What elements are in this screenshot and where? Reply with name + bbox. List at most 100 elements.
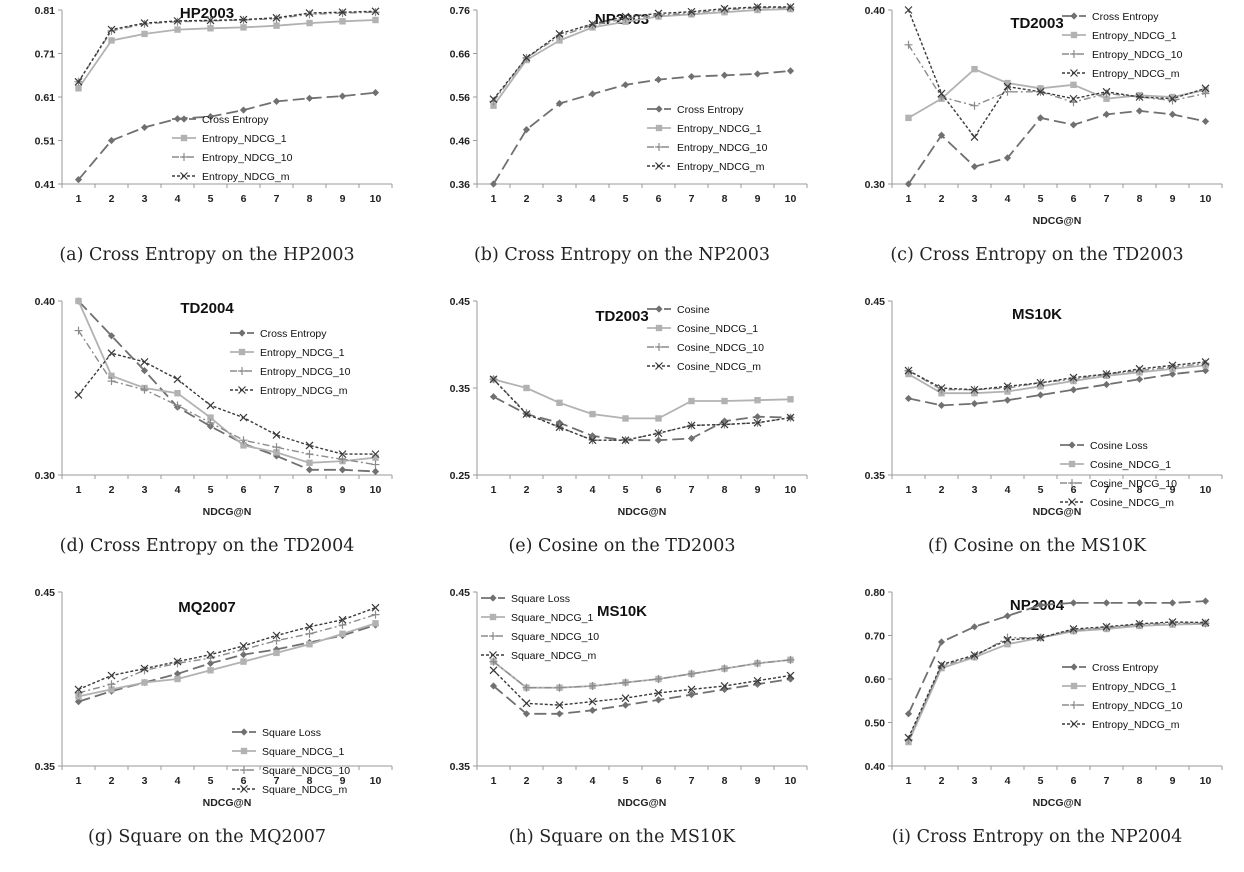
data-point [1069,121,1078,129]
x-tick-label: 4 [175,484,181,496]
data-point [1135,375,1144,383]
data-point [1102,380,1111,389]
data-point [339,630,346,637]
data-point [1003,635,1012,644]
data-point [1135,364,1144,373]
x-tick-label: 7 [1104,193,1110,205]
x-tick-label: 1 [906,193,912,205]
data-point [1102,622,1111,631]
x-tick-label: 10 [785,484,797,496]
legend-marker [489,613,497,621]
data-point [721,397,728,405]
data-point [621,694,630,703]
y-tick-label: 0.40 [865,761,886,773]
data-point [74,685,83,694]
data-point [489,375,498,384]
data-point [688,397,695,405]
data-point [1036,114,1045,122]
series-line [907,9,1206,139]
x-tick-label: 2 [939,484,945,496]
legend-marker [1070,12,1078,20]
figure-caption: (e) Cosine on the TD2003 [508,536,736,556]
legend-entry: Entropy_NDCG_m [260,385,348,397]
data-point [272,97,281,105]
data-point [1069,625,1078,633]
data-point [970,163,979,171]
data-point [971,65,978,73]
legend-marker [655,162,663,170]
y-tick-label: 0.51 [35,136,56,148]
data-point [339,18,346,25]
series-line [77,352,376,455]
x-tick-label: 7 [1104,775,1110,787]
data-point [654,76,663,84]
legend-entry: Cosine_NDCG_10 [677,342,764,354]
series-line [907,44,1206,107]
data-point [371,450,380,459]
data-point [622,415,629,422]
y-tick-label: 0.45 [35,587,56,599]
x-tick-label: 9 [755,775,761,787]
legend: Cosine Cosine_NDCG_1 Cosine_NDCG_10 Cosine_… [647,304,764,373]
data-point [371,467,380,476]
legend-marker [489,632,497,640]
data-point [306,459,313,467]
x-tick-label: 7 [689,484,695,496]
data-point [555,683,564,692]
x-tick-label: 9 [340,193,346,205]
x-tick-label: 3 [142,484,148,496]
data-point [970,400,979,408]
data-point [1201,597,1210,605]
data-point [173,16,182,25]
data-point [787,396,794,403]
data-point [687,669,696,678]
data-point [140,357,149,366]
x-tick-label: 4 [590,775,596,787]
data-point [107,671,116,680]
chart-panel-8: 0.35 0.45 1 2 3 4 5 6 7 8 9 10 NDCG@N MS10K Square Los… [415,582,829,872]
legend-marker [180,153,188,161]
x-tick-label: 4 [175,193,181,205]
data-point [786,655,795,664]
chart-title: HP2003 [180,5,234,22]
x-tick-label: 4 [1005,775,1011,787]
data-point [522,683,531,692]
legend-entry: Cross Entropy [1092,662,1159,674]
data-point [555,701,564,710]
line-chart: 0.30 0.40 1 2 3 4 5 6 7 8 9 10 NDCG@N TD2004 Cross Ent… [35,296,393,518]
data-point [338,9,347,18]
legend-entry: Entropy_NDCG_10 [1092,700,1183,712]
legend-entry: Cosine_NDCG_1 [1090,459,1171,471]
x-tick-label: 5 [623,775,629,787]
x-tick-label: 9 [755,193,761,205]
x-tick-label: 6 [656,484,662,496]
data-point [240,24,247,31]
series-line [77,300,376,473]
chart-panel-1: 0.41 0.51 0.61 0.71 0.81 1 2 3 4 5 6 7 8 9 10 HP2003 Cro… [0,0,414,290]
data-point [1003,612,1012,620]
x-tick-label: 3 [142,193,148,205]
y-tick-label: 0.45 [865,296,886,308]
data-point [588,19,597,28]
legend: Cosine Loss Cosine_NDCG_1 Cosine_NDCG_10 Co… [1060,440,1177,509]
data-point [338,92,347,100]
data-point [1201,359,1210,368]
data-point [305,622,314,631]
data-point [654,429,663,438]
series-3 [74,610,380,697]
data-point [305,94,314,102]
data-point [207,25,214,32]
data-point [338,8,347,17]
series-line [908,68,1206,119]
x-axis-label: NDCG@N [203,797,252,809]
legend-entry: Square_NDCG_m [511,650,596,662]
data-point [1201,619,1210,628]
data-point [720,682,729,690]
legend-marker [1068,441,1076,449]
data-point [272,13,281,22]
data-point [74,391,83,399]
legend-entry: Entropy_NDCG_1 [1092,30,1177,42]
data-point [1168,94,1177,103]
data-point [654,9,663,18]
